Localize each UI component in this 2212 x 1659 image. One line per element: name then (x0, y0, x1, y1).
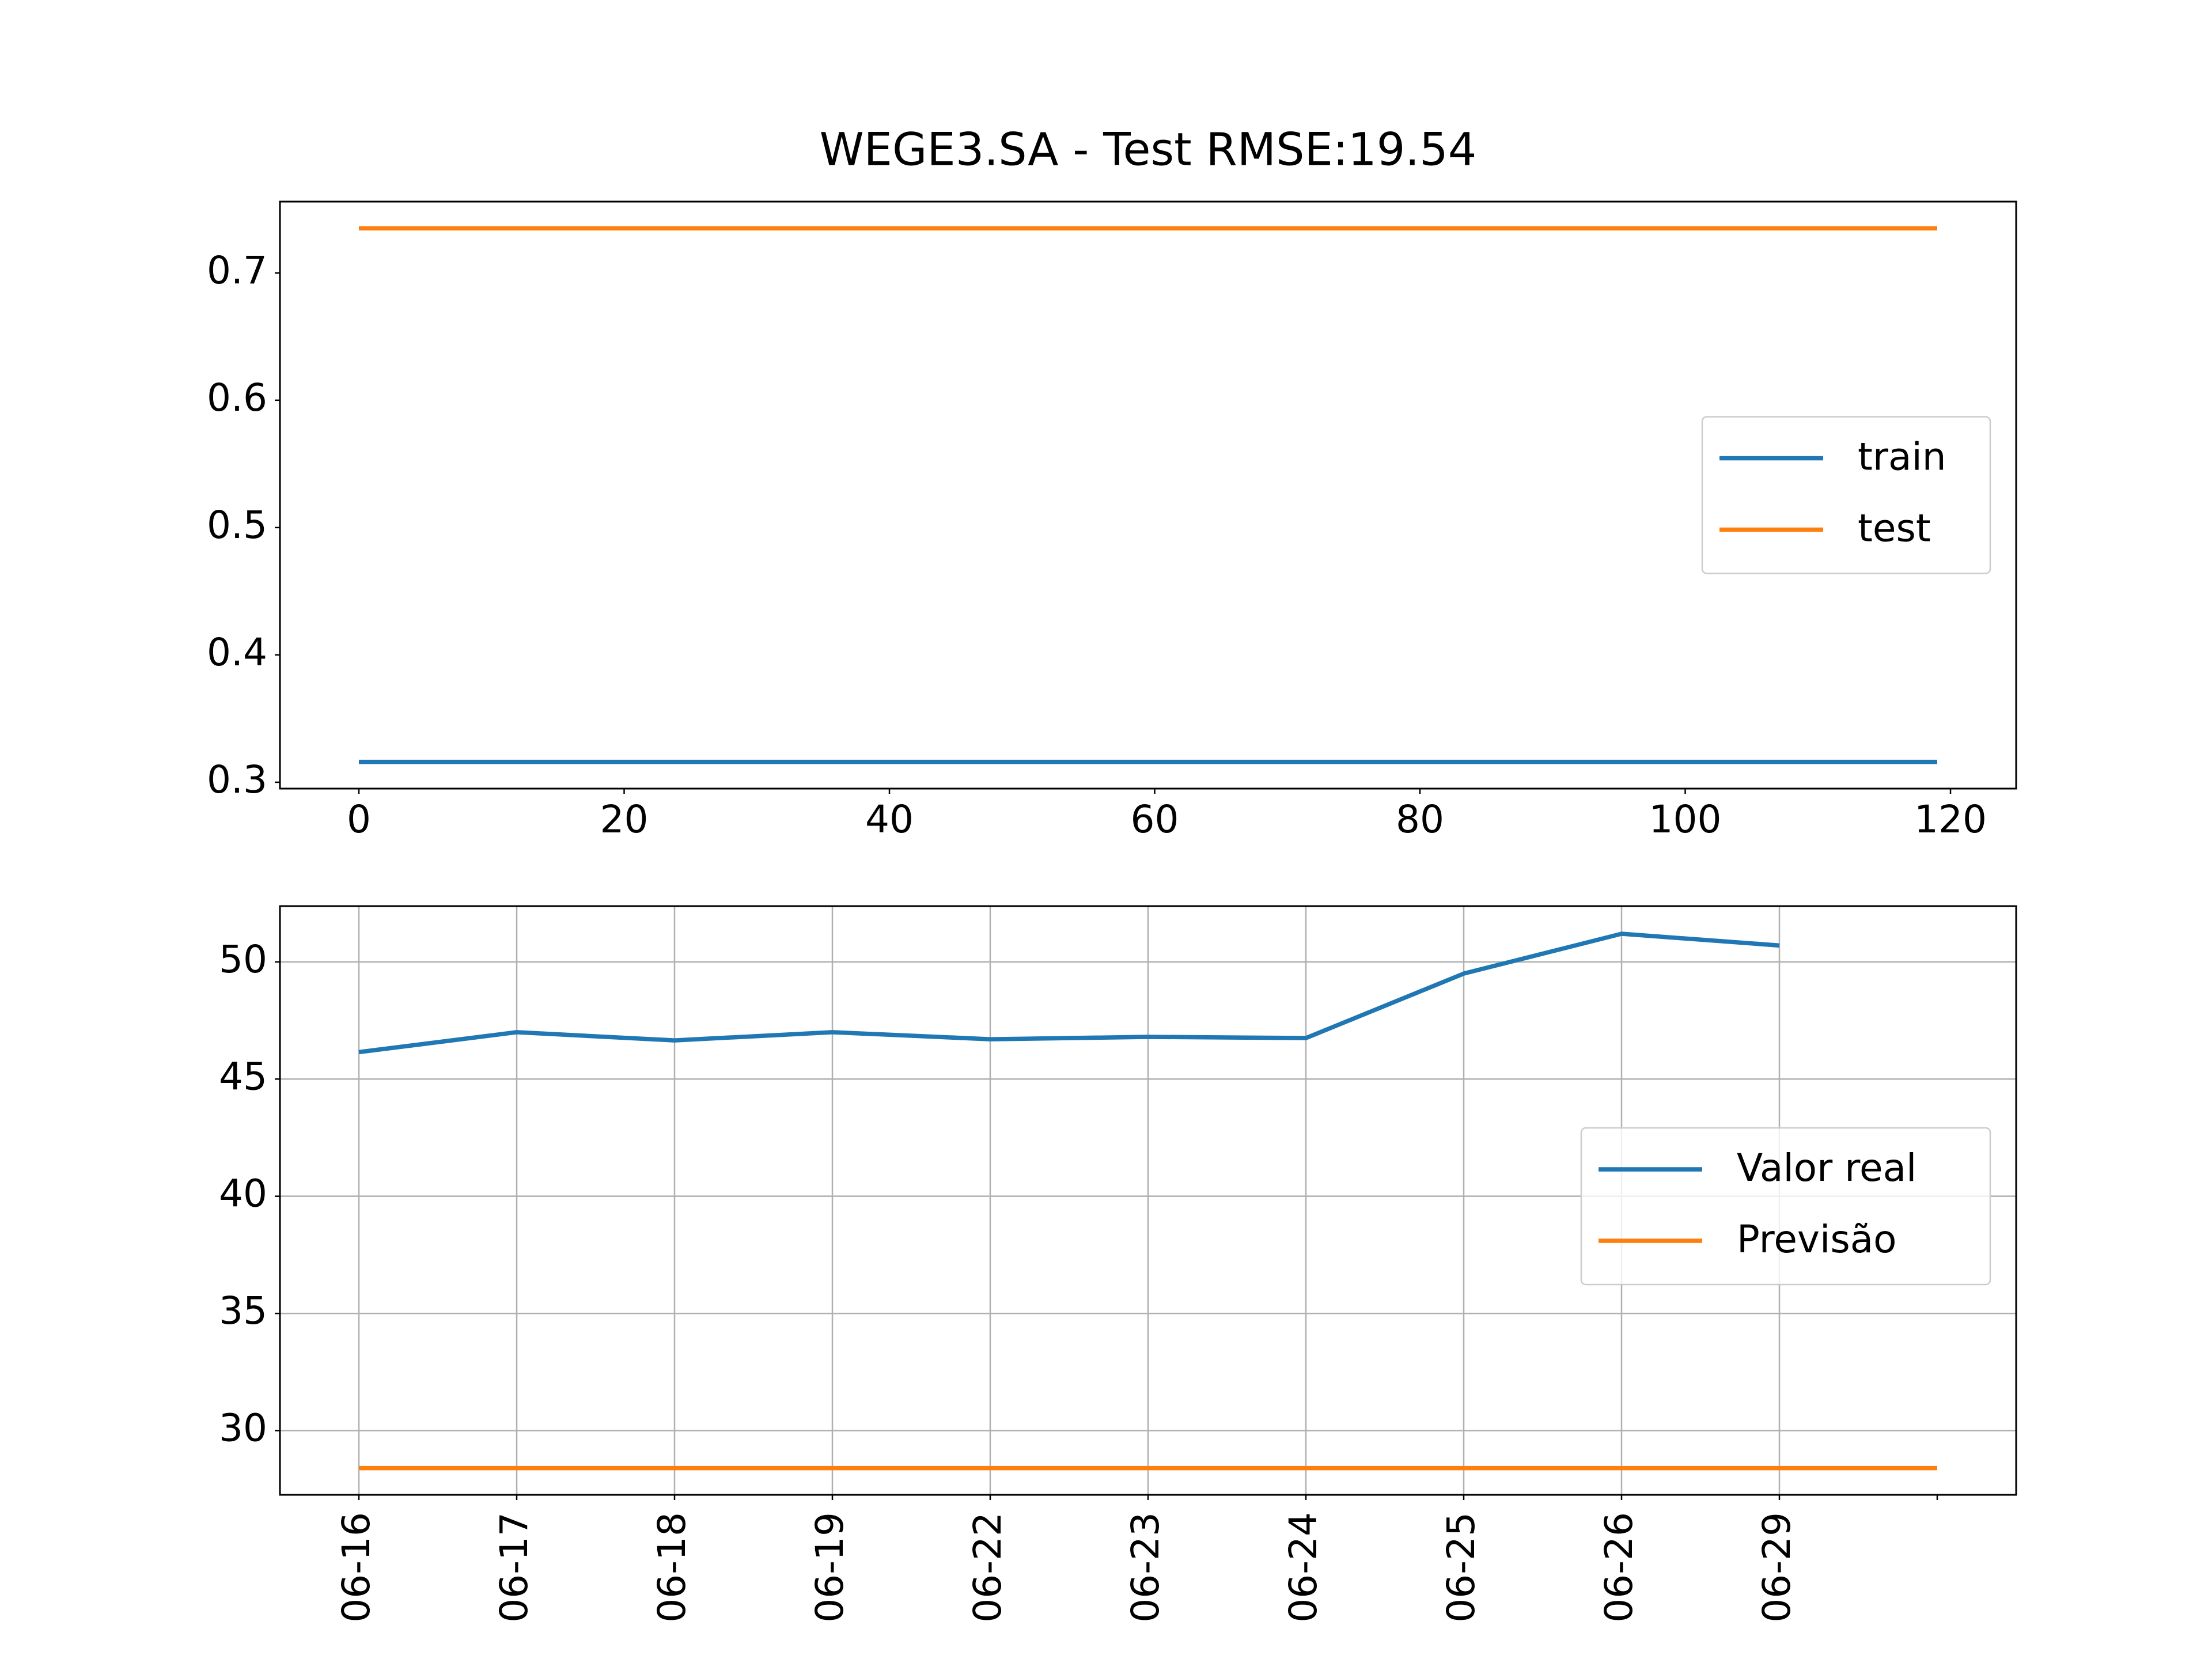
legend-box (1701, 416, 1991, 574)
x-tick-label: 06-25 (1439, 1512, 1483, 1623)
data-line (358, 931, 1780, 1055)
x-tick-label: 0 (347, 797, 371, 842)
x-tick-label: 06-17 (492, 1512, 536, 1623)
x-tick-label: 06-24 (1281, 1512, 1325, 1623)
legend-box (1580, 1127, 1991, 1286)
legend-label: Valor real (1737, 1146, 1916, 1190)
x-tick-label: 100 (1649, 797, 1722, 842)
x-tick-label: 06-26 (1597, 1512, 1641, 1623)
axes-frame (279, 200, 2017, 790)
y-tick-label: 40 (219, 1172, 267, 1216)
legend-label: test (1858, 506, 1931, 551)
legend: Valor real Previsão (1580, 1127, 1991, 1286)
y-tick-label: 45 (219, 1054, 267, 1099)
legend-label: train (1858, 435, 1946, 479)
x-tick-label: 06-22 (965, 1512, 1010, 1623)
x-tick-label: 06-29 (1755, 1512, 1799, 1623)
y-tick-label: 0.3 (207, 757, 267, 802)
y-tick-label: 30 (219, 1406, 267, 1450)
y-tick-label: 0.6 (207, 376, 267, 420)
chart-title: WEGE3.SA - Test RMSE:19.54 (820, 124, 1477, 176)
x-tick-label: 120 (1914, 797, 1987, 842)
x-tick-label: 60 (1131, 797, 1179, 842)
x-tick-label: 06-18 (650, 1512, 694, 1623)
y-tick-label: 0.7 (207, 248, 267, 293)
y-tick-label: 50 (219, 937, 267, 982)
legend-label: Previsão (1737, 1217, 1897, 1262)
x-tick-label: 06-23 (1123, 1512, 1168, 1623)
x-tick-label: 80 (1396, 797, 1444, 842)
axes-frame (279, 905, 2017, 1496)
y-tick-label: 0.5 (207, 503, 267, 547)
x-tick-label: 06-19 (808, 1512, 852, 1623)
legend: train test (1701, 416, 1991, 574)
y-tick-label: 0.4 (207, 630, 267, 675)
x-tick-label: 40 (865, 797, 914, 842)
x-tick-label: 06-16 (334, 1512, 378, 1623)
y-tick-label: 35 (219, 1289, 267, 1333)
x-tick-label: 20 (600, 797, 649, 842)
